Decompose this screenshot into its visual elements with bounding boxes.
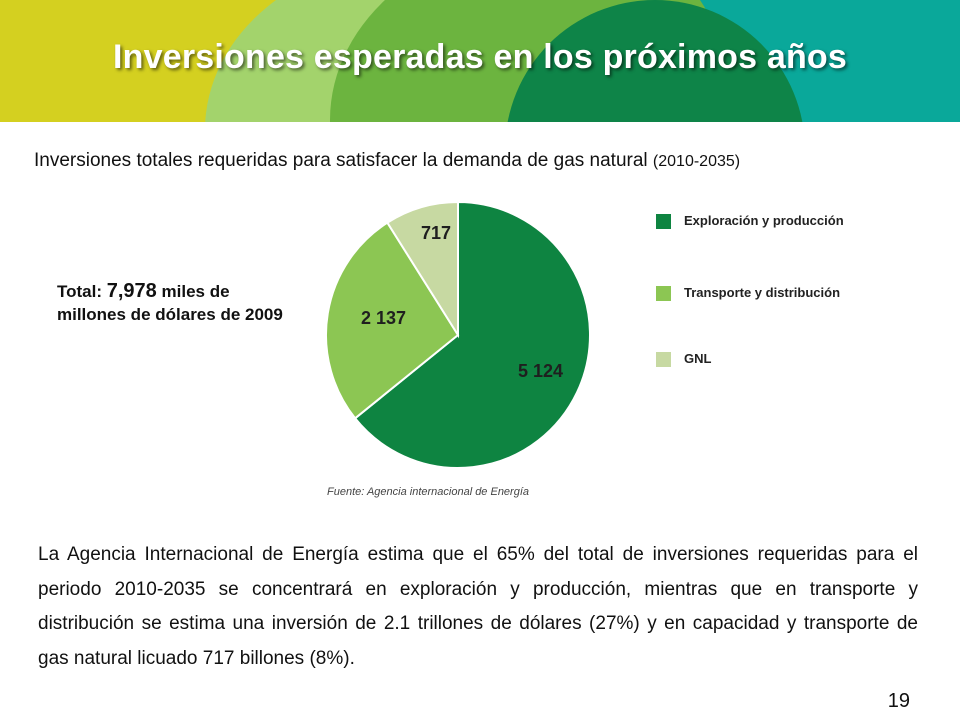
legend-label-transporte: Transporte y distribución (684, 285, 841, 300)
chart-heading-text: Inversiones totales requeridas para sati… (34, 150, 653, 171)
pie-slice-transporte-y-distribucion (325, 221, 460, 420)
total-unit: miles de millones de dólares de 2009 (57, 282, 283, 324)
source-note: Fuente: Agencia internacional de Energía (327, 486, 530, 498)
pie-slice-gnl (385, 200, 459, 339)
total-summary: Total: 7,978 miles de millones de dólare… (57, 280, 287, 326)
pie-label-exploracion-y-produccion: 5 124 (518, 361, 563, 381)
header-dark-green-shape (507, 0, 803, 122)
legend-swatch-transporte (656, 286, 671, 301)
pie-slice-exploracion-y-produccion (353, 200, 591, 469)
page-number: 19 (887, 690, 910, 712)
header-banner: Inversiones esperadas en los próximos añ… (0, 0, 960, 122)
chart-heading-period: (2010-2035) (652, 153, 741, 170)
legend-swatch-gnl (656, 352, 671, 367)
slide-title: Inversiones esperadas en los próximos añ… (112, 38, 848, 76)
legend-label-exploracion: Exploración y producción (684, 213, 844, 228)
chart-heading: Inversiones totales requeridas para sati… (34, 150, 934, 172)
pie-label-transporte-y-distribucion: 2 137 (361, 308, 406, 328)
header-background (0, 0, 960, 122)
total-value: 7,978 (106, 280, 157, 302)
legend-label-gnl: GNL (684, 351, 712, 366)
pie-chart: 5 124 2 137 717 (325, 200, 591, 469)
pie-label-gnl: 717 (421, 223, 451, 243)
total-label: Total: (57, 282, 107, 301)
body-paragraph: La Agencia Internacional de Energía esti… (38, 544, 918, 669)
legend-swatch-exploracion (656, 214, 671, 229)
